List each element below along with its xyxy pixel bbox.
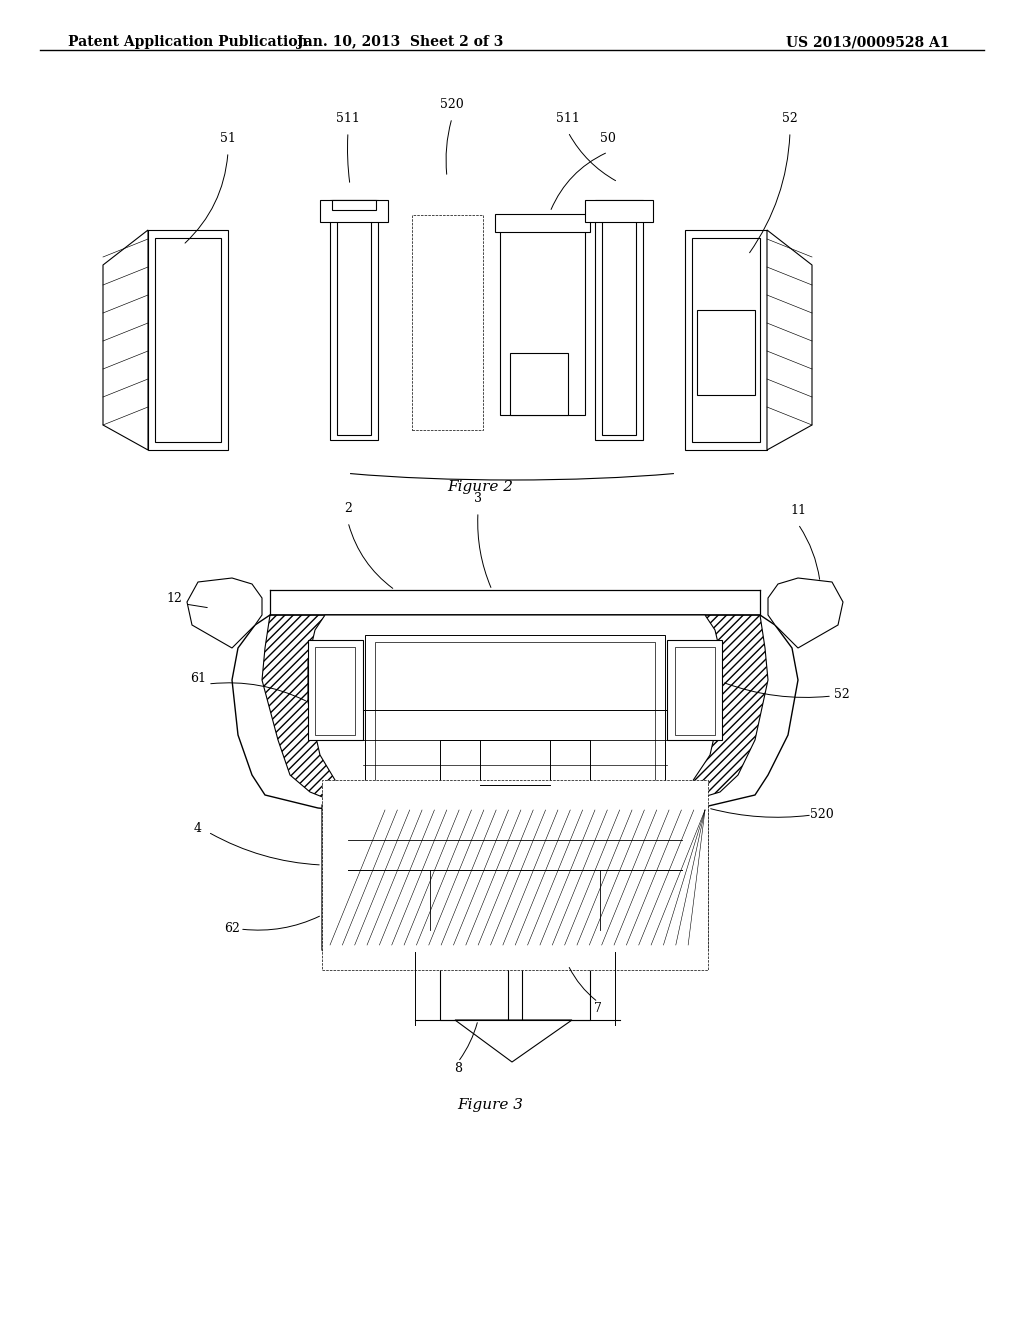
Text: 4: 4 (194, 822, 202, 836)
Bar (440, 741, 480, 785)
Bar (495, 214, 590, 232)
Text: 3: 3 (474, 492, 482, 506)
Bar (412, 215, 483, 430)
Polygon shape (187, 578, 262, 648)
Polygon shape (455, 1020, 572, 1063)
Polygon shape (348, 797, 682, 952)
Bar (667, 640, 722, 741)
Bar (440, 950, 508, 1020)
Bar (308, 640, 362, 741)
Text: 511: 511 (556, 112, 580, 125)
Bar (415, 220, 480, 425)
Text: 11: 11 (790, 504, 806, 517)
Bar (697, 310, 755, 395)
Text: 8: 8 (454, 1063, 462, 1074)
Bar (692, 238, 760, 442)
Polygon shape (103, 230, 148, 450)
Polygon shape (768, 578, 843, 648)
Bar (322, 780, 708, 970)
Bar (595, 201, 643, 440)
Bar (440, 875, 590, 931)
Text: 520: 520 (440, 98, 464, 111)
Bar (550, 741, 590, 785)
Bar (522, 950, 590, 1020)
Bar (602, 220, 636, 436)
Text: Figure 2: Figure 2 (447, 480, 513, 494)
Text: 52: 52 (835, 688, 850, 701)
Text: Figure 3: Figure 3 (457, 1098, 523, 1111)
Text: Patent Application Publication: Patent Application Publication (68, 36, 307, 49)
Text: 61: 61 (190, 672, 206, 685)
Bar (500, 230, 585, 414)
Text: US 2013/0009528 A1: US 2013/0009528 A1 (786, 36, 950, 49)
Text: 12: 12 (166, 591, 182, 605)
Bar (450, 880, 580, 921)
Bar (319, 201, 388, 222)
Bar (585, 201, 653, 222)
Bar (155, 238, 221, 442)
Text: 50: 50 (600, 132, 616, 145)
Text: Jan. 10, 2013  Sheet 2 of 3: Jan. 10, 2013 Sheet 2 of 3 (297, 36, 503, 49)
Text: 62: 62 (224, 921, 240, 935)
Bar (315, 647, 355, 735)
Bar (332, 201, 376, 210)
Bar (510, 352, 568, 414)
Polygon shape (322, 781, 708, 965)
Bar (375, 642, 655, 785)
Bar (148, 230, 228, 450)
Text: 520: 520 (810, 808, 834, 821)
Bar (422, 350, 470, 425)
Polygon shape (308, 615, 722, 804)
Polygon shape (767, 230, 812, 450)
Bar (330, 201, 378, 440)
Bar (337, 220, 371, 436)
Bar (365, 635, 665, 789)
Text: 51: 51 (220, 132, 236, 145)
Text: 52: 52 (782, 112, 798, 125)
Text: 2: 2 (344, 502, 352, 515)
Polygon shape (232, 615, 798, 816)
Bar (675, 647, 715, 735)
Bar (685, 230, 767, 450)
Text: 511: 511 (336, 112, 360, 125)
Text: 7: 7 (594, 1002, 602, 1015)
